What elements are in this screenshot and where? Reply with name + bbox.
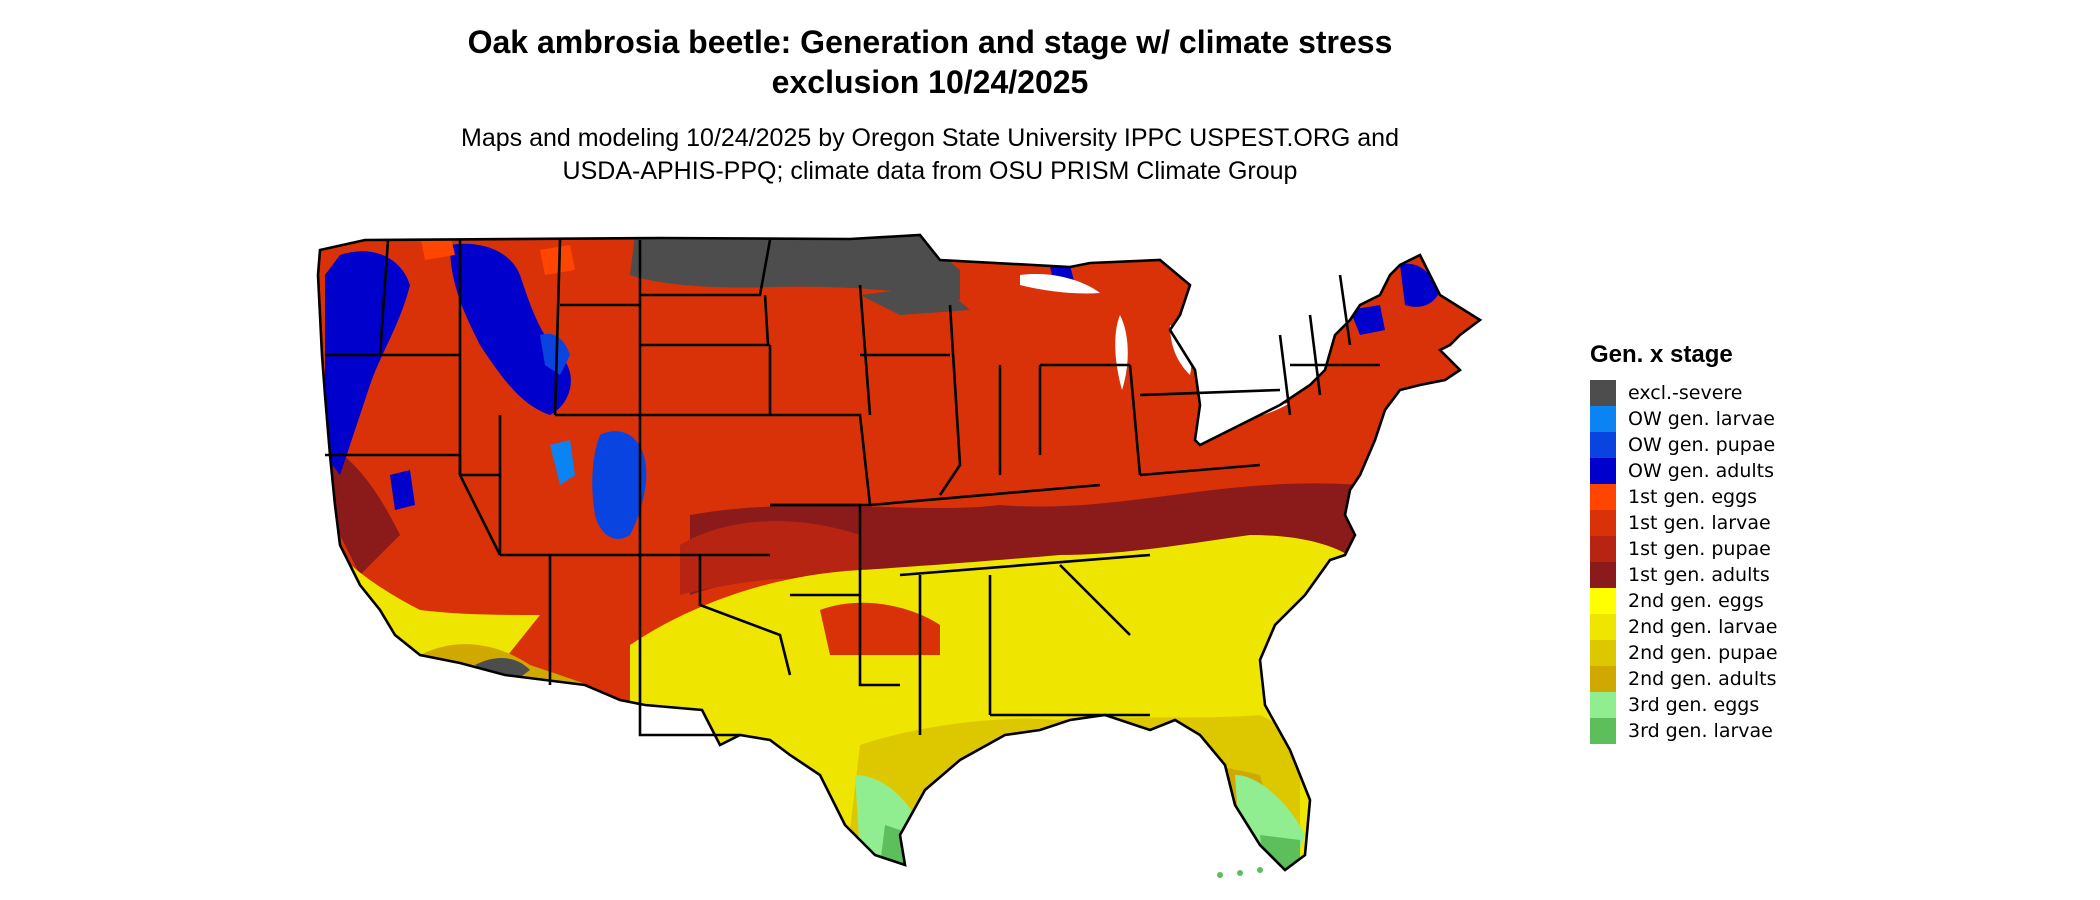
us-map-svg [316,233,1482,878]
fill-ow-adults-cascades [325,251,410,475]
florida-keys [1217,867,1263,878]
map-subtitle: Maps and modeling 10/24/2025 by Oregon S… [310,122,1550,188]
border-tn-south [899,553,1151,577]
legend-item: excl.-severe [1590,380,1890,406]
fill-ow-larvae-utah [550,440,575,485]
border-ar [770,503,862,597]
legend-label: 2nd gen. eggs [1628,590,1764,612]
fill-1st-gen-eggs-montana [540,245,575,275]
legend-item: OW gen. larvae [1590,406,1890,432]
legend-item: 2nd gen. eggs [1590,588,1890,614]
fill-1st-gen-pupae-band [680,521,860,595]
fill-ow-adults-sierra [390,470,415,510]
border-va-north [1139,463,1261,477]
border-pa-oh [1128,364,1142,476]
map-subtitle-line-2: USDA-APHIS-PPQ; climate data from OSU PR… [562,157,1298,185]
border-sc [1059,564,1131,636]
border-nd-sd [640,239,772,297]
fill-west-texas-larvae [820,602,940,655]
legend-label: 2nd gen. larvae [1628,616,1778,638]
fill-2nd-gen-pupae-gulf [840,715,1300,870]
legend-swatch [1590,666,1616,692]
border-nm-tx [638,555,740,737]
legend-swatch [1590,510,1616,536]
border-mt-id [553,239,562,416]
fill-excl-severe-minnesota [860,285,970,315]
legend-label: excl.-severe [1628,382,1743,404]
fill-ow-adults-maine [1400,263,1440,307]
legend-swatch [1590,484,1616,510]
legend-item: OW gen. adults [1590,458,1890,484]
lake-michigan [1115,315,1128,390]
legend-item: 1st gen. pupae [1590,536,1890,562]
legend-swatch [1590,536,1616,562]
border-la [858,595,900,687]
border-ny-east [1278,334,1292,416]
legend-label: 1st gen. pupae [1628,538,1771,560]
fill-california-coast-adults [330,445,400,575]
fill-ow-adults-idaho-montana [450,243,571,415]
fill-ow-adults-adirondack [1350,305,1385,335]
fill-ow-pupae-colorado-rockies [592,431,647,539]
map-title-block: Oak ambrosia beetle: Generation and stag… [310,22,1550,188]
legend-label: 1st gen. eggs [1628,486,1758,508]
border-nh-me [1338,274,1352,346]
us-map [300,215,1600,895]
legend-item: 2nd gen. larvae [1590,614,1890,640]
legend-swatch [1590,458,1616,484]
state-boundaries [316,233,1482,872]
legend-item: 3rd gen. larvae [1590,718,1890,744]
border-wa-id [378,239,390,356]
legend-label: 1st gen. larvae [1628,512,1771,534]
border-mn-wi [858,284,872,416]
legend-swatch [1590,692,1616,718]
legend-item: 1st gen. eggs [1590,484,1890,510]
border-il [938,304,962,496]
legend-label: OW gen. larvae [1628,408,1775,430]
border-ca-nv [325,453,502,556]
legend-item: 3rd gen. eggs [1590,692,1890,718]
legend-title: Gen. x stage [1590,341,1733,368]
legend-swatch [1590,562,1616,588]
map-legend: Gen. x stage excl.-severe OW gen. larvae O… [1590,340,1890,744]
legend-swatch [1590,588,1616,614]
legend-label: 3rd gen. larvae [1628,720,1773,742]
fill-3rd-gen-larvae-florida [1260,835,1300,870]
legend-label: OW gen. pupae [1628,434,1776,456]
legend-swatch [1590,718,1616,744]
border-pa-ny [1139,388,1281,397]
map-title-line-2: exclusion 10/24/2025 [771,64,1089,100]
border-tn-north [869,483,1101,507]
legend-swatch [1590,380,1616,406]
legend-label: 1st gen. adults [1628,564,1770,586]
fill-ow-pupae-yellowstone [540,333,570,375]
legend-items: excl.-severe OW gen. larvae OW gen. pupae O… [1590,380,1890,744]
border-mn-sd [763,294,770,346]
legend-label: OW gen. adults [1628,460,1775,482]
legend-label: 2nd gen. pupae [1628,642,1778,664]
border-vt-nh [1308,314,1322,396]
legend-item: 1st gen. larvae [1590,510,1890,536]
lake-superior [1020,274,1100,294]
legend-item: 1st gen. adults [1590,562,1890,588]
map-subtitle-line-1: Maps and modeling 10/24/2025 by Oregon S… [461,124,1399,152]
legend-item: OW gen. pupae [1590,432,1890,458]
legend-label: 2nd gen. adults [1628,668,1777,690]
lake-erie [1210,403,1290,425]
fill-3rd-gen-larvae-texas [880,825,915,870]
legend-swatch [1590,406,1616,432]
legend-item: 2nd gen. adults [1590,666,1890,692]
map-title-line-1: Oak ambrosia beetle: Generation and stag… [467,24,1393,60]
legend-label: 3rd gen. eggs [1628,694,1760,716]
border-ok-tx [698,555,792,676]
legend-swatch [1590,614,1616,640]
legend-swatch [1590,640,1616,666]
legend-item: 2nd gen. pupae [1590,640,1890,666]
legend-swatch [1590,432,1616,458]
fill-excl-severe-north-plains [630,235,960,300]
